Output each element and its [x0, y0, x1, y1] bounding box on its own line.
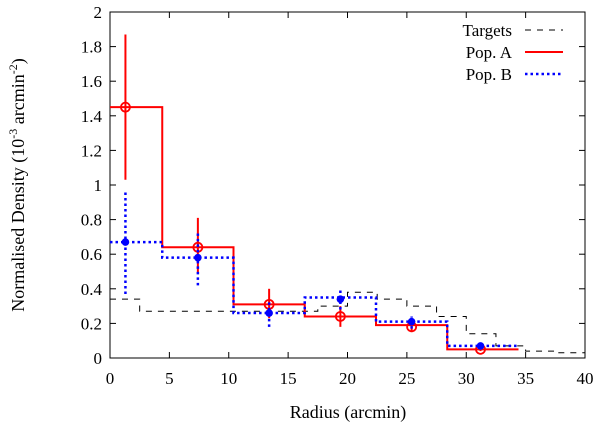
x-tick-label: 25 [398, 369, 415, 388]
series-line-targets [110, 291, 585, 354]
x-tick-label: 15 [280, 369, 297, 388]
x-tick-label: 20 [339, 369, 356, 388]
x-tick-label: 0 [106, 369, 115, 388]
x-tick-label: 40 [577, 369, 594, 388]
y-tick-label: 0.8 [81, 211, 102, 230]
y-axis-label-main: Normalised Density (10 [8, 139, 29, 312]
series-layer [110, 34, 585, 355]
y-tick-label: 1.4 [81, 107, 103, 126]
series-line-pop-a [110, 106, 519, 351]
data-point-pop-b [336, 295, 345, 303]
legend: Targets Pop. A Pop. B [463, 21, 563, 84]
tick-layer: 0 5 10 15 20 25 30 35 40 0 0.2 0.4 0.6 0.8 1 1.2 1.4 1.6 1… [81, 3, 594, 388]
y-axis-label-exp2: -2 [6, 64, 20, 74]
y-tick-label: 1.6 [81, 72, 102, 91]
data-point-pop-b [121, 238, 130, 246]
y-axis-label-exp1: -3 [6, 129, 20, 139]
data-point-pop-b [476, 342, 485, 350]
legend-label-pop-a: Pop. A [466, 43, 513, 62]
data-point-pop-b [407, 317, 416, 326]
x-tick-label: 10 [220, 369, 237, 388]
y-axis-label-mid: arcmin [8, 74, 28, 128]
legend-label-pop-b: Pop. B [466, 65, 512, 84]
y-tick-label: 1.8 [81, 38, 102, 57]
x-axis-label: Radius (arcmin) [290, 402, 406, 423]
y-tick-label: 0.4 [81, 280, 103, 299]
y-axis-label: Normalised Density (10-3 arcmin-2) [6, 58, 29, 311]
y-tick-label: 2 [94, 3, 103, 22]
y-tick-label: 1 [94, 176, 103, 195]
y-tick-label: 0 [94, 349, 103, 368]
series-line-pop-b [110, 240, 519, 348]
data-point-pop-b [194, 253, 202, 262]
data-point-pop-b [265, 309, 273, 317]
legend-label-targets: Targets [463, 21, 512, 40]
y-tick-label: 0.6 [81, 245, 102, 264]
data-point-pop-a [120, 101, 131, 113]
data-point-pop-a [334, 311, 346, 322]
y-axis-label-end: ) [8, 58, 29, 64]
x-tick-label: 5 [165, 369, 174, 388]
y-tick-label: 0.2 [81, 314, 102, 333]
x-tick-label: 30 [458, 369, 475, 388]
y-tick-label: 1.2 [81, 141, 102, 160]
x-tick-label: 35 [517, 369, 534, 388]
